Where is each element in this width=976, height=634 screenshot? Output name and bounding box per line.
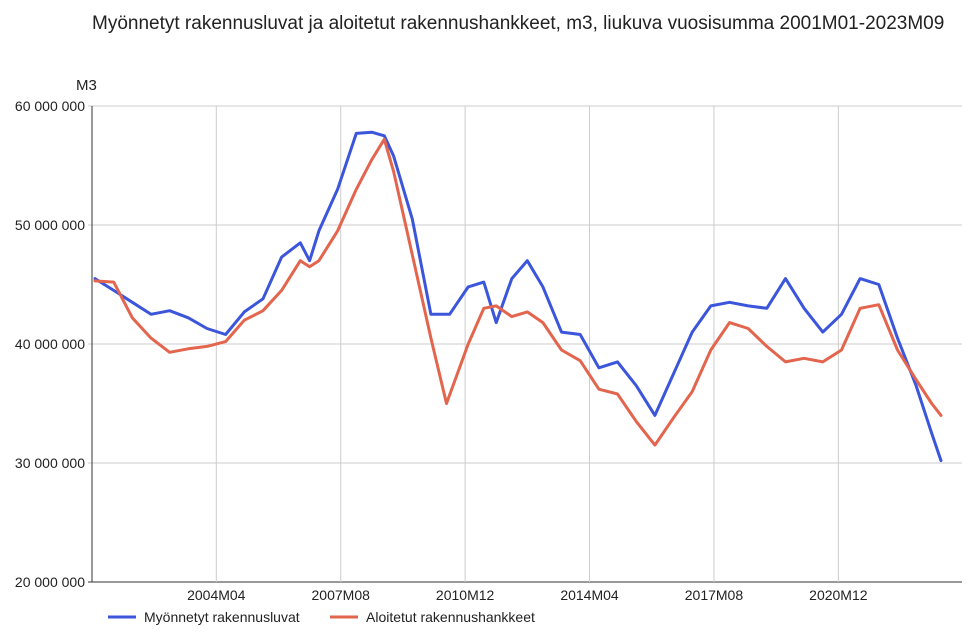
x-tick-label: 2004M04 xyxy=(187,587,246,603)
chart-title: Myönnetyt rakennusluvat ja aloitetut rak… xyxy=(92,13,945,34)
x-tick-label: 2010M12 xyxy=(436,587,495,603)
y-tick-label: 20 000 000 xyxy=(15,574,85,590)
legend-label-2: Aloitetut rakennushankkeet xyxy=(366,609,535,625)
series-line-1 xyxy=(93,130,943,463)
legend-label-1: Myönnetyt rakennusluvat xyxy=(144,609,300,625)
legend: Myönnetyt rakennusluvat Aloitetut rakennu… xyxy=(108,609,535,625)
x-tick-label: 2007M08 xyxy=(312,587,371,603)
series-layer xyxy=(93,130,943,463)
axis-layer: 20 000 000 30 000 000 40 000 000 50 000 000… xyxy=(15,98,868,603)
y-axis-unit-label: M3 xyxy=(76,77,97,94)
y-tick-label: 60 000 000 xyxy=(15,98,85,114)
x-tick-label: 2017M08 xyxy=(685,587,744,603)
y-tick-label: 50 000 000 xyxy=(15,217,85,233)
y-tick-label: 40 000 000 xyxy=(15,336,85,352)
x-tick-label: 2020M12 xyxy=(809,587,868,603)
series-line-2 xyxy=(93,137,943,447)
x-tick-label: 2014M04 xyxy=(560,587,619,603)
y-tick-label: 30 000 000 xyxy=(15,455,85,471)
